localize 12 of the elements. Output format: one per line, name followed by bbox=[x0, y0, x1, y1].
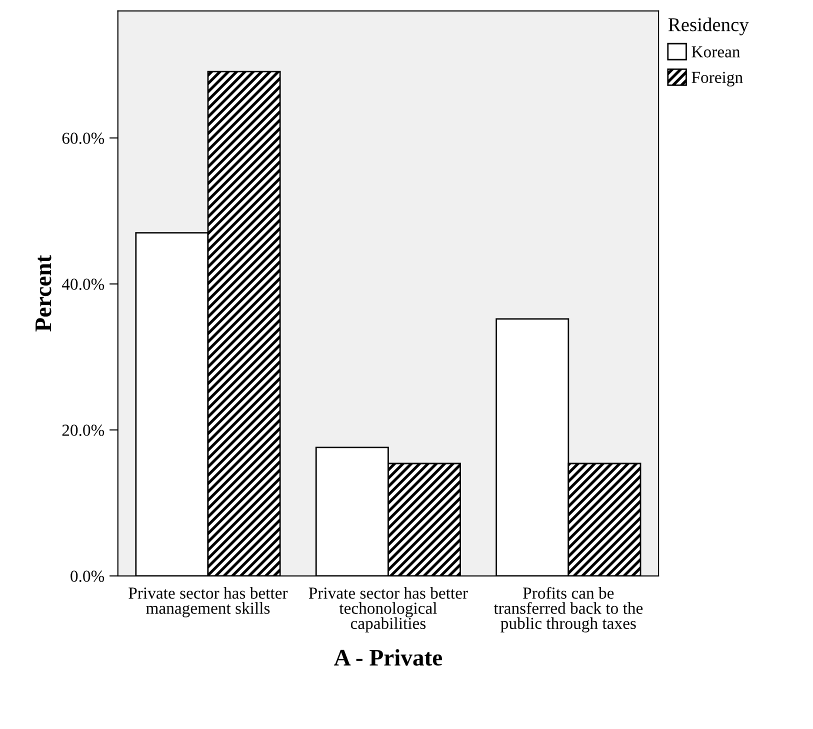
y-axis-title: Percent bbox=[36, 255, 52, 332]
legend-label: Foreign bbox=[692, 72, 743, 86]
legend-title: Residency bbox=[668, 18, 749, 36]
x-axis-title: A - Private bbox=[334, 649, 442, 666]
x-tick-label: Private sector has better management skills bbox=[128, 587, 288, 618]
x-tick-label: Private sector has better techonological capabilities bbox=[308, 587, 468, 632]
y-tick-label: 20.0% bbox=[62, 424, 104, 436]
x-tick-label: Profits can be transferred back to the public through taxes bbox=[494, 586, 643, 632]
y-tick-label: 40.0% bbox=[62, 278, 104, 290]
legend-label: Korean bbox=[692, 46, 740, 58]
y-tick-label: 60.0% bbox=[62, 132, 104, 144]
y-tick-label: 0.0% bbox=[70, 570, 104, 582]
